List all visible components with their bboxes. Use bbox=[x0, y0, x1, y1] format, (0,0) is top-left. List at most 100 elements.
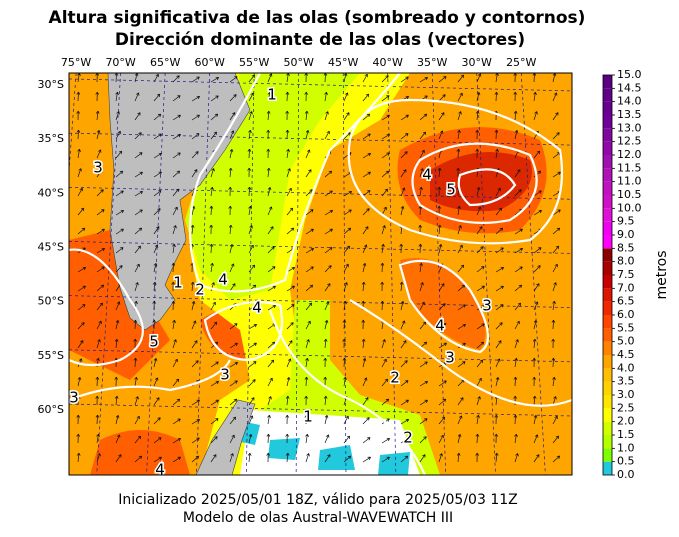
vector bbox=[362, 133, 371, 140]
vector bbox=[457, 205, 461, 216]
vector bbox=[476, 414, 480, 425]
vector bbox=[457, 415, 463, 425]
colorbar-segment bbox=[603, 275, 612, 289]
lat-tick-label: 45°S bbox=[38, 240, 64, 253]
vector bbox=[381, 243, 385, 254]
vector bbox=[191, 437, 200, 444]
vector bbox=[381, 437, 390, 444]
colorbar-segment bbox=[603, 208, 612, 222]
vector bbox=[533, 434, 539, 444]
vector bbox=[134, 455, 143, 463]
vector bbox=[362, 397, 369, 406]
vector bbox=[400, 169, 407, 178]
vector bbox=[305, 247, 314, 254]
vector bbox=[343, 209, 352, 216]
vector bbox=[362, 417, 370, 425]
vector bbox=[172, 339, 177, 349]
vector bbox=[153, 152, 162, 159]
vector bbox=[476, 341, 485, 349]
colorbar-tick-label: 13.0 bbox=[617, 121, 642, 134]
vector bbox=[456, 452, 461, 463]
vector bbox=[172, 398, 181, 406]
meridian bbox=[342, 73, 347, 475]
vector bbox=[96, 339, 101, 349]
vector bbox=[152, 338, 157, 349]
meridian bbox=[69, 73, 77, 176]
lat-tick-label: 35°S bbox=[38, 132, 64, 145]
vector bbox=[323, 376, 328, 387]
colorbar-segment bbox=[603, 408, 612, 422]
vector bbox=[419, 301, 425, 311]
lon-tick-label: 55°W bbox=[239, 56, 269, 69]
vector bbox=[95, 395, 100, 406]
meridian bbox=[295, 73, 300, 475]
vector bbox=[267, 246, 275, 254]
vector bbox=[495, 187, 501, 197]
vector bbox=[552, 263, 558, 273]
vector bbox=[475, 110, 480, 121]
lat-tick-label: 50°S bbox=[38, 295, 64, 308]
vector bbox=[76, 433, 81, 444]
vector bbox=[400, 187, 406, 197]
land bbox=[107, 73, 251, 331]
vector bbox=[172, 95, 181, 102]
vector bbox=[267, 414, 271, 425]
vector bbox=[362, 244, 368, 254]
vector bbox=[153, 456, 162, 463]
vector bbox=[495, 304, 504, 311]
vector bbox=[362, 357, 367, 368]
vector bbox=[305, 209, 314, 216]
vector bbox=[266, 452, 271, 463]
vector bbox=[476, 206, 482, 216]
vector bbox=[286, 148, 290, 159]
map-frame bbox=[68, 72, 573, 476]
vector bbox=[438, 453, 443, 463]
vector bbox=[115, 301, 121, 311]
vector bbox=[248, 304, 257, 311]
vector bbox=[533, 320, 538, 330]
vector bbox=[495, 266, 504, 273]
vector bbox=[419, 399, 428, 406]
vector bbox=[266, 167, 271, 178]
vector bbox=[248, 323, 257, 330]
colorbar-tick-label: 10.0 bbox=[617, 201, 642, 214]
vector bbox=[229, 148, 234, 159]
vector bbox=[115, 247, 124, 254]
vector bbox=[267, 304, 276, 311]
vector bbox=[323, 338, 328, 349]
vector bbox=[552, 435, 560, 444]
vector bbox=[552, 245, 560, 254]
vector bbox=[304, 91, 309, 102]
vector bbox=[285, 452, 290, 463]
vector bbox=[438, 303, 446, 311]
vector bbox=[343, 282, 348, 292]
vector bbox=[419, 131, 427, 140]
vector bbox=[96, 302, 103, 311]
vector bbox=[191, 360, 199, 368]
vector bbox=[475, 452, 480, 463]
vector bbox=[552, 92, 558, 102]
vector bbox=[134, 73, 139, 83]
vector bbox=[399, 281, 404, 292]
vector bbox=[248, 205, 252, 216]
vector bbox=[210, 168, 215, 178]
lon-tick-label: 70°W bbox=[105, 56, 135, 69]
vector bbox=[304, 376, 309, 387]
vector bbox=[210, 321, 218, 330]
vector bbox=[476, 285, 485, 292]
vector bbox=[324, 301, 330, 311]
colorbar-tick-label: 14.5 bbox=[617, 81, 642, 94]
vector bbox=[419, 436, 427, 444]
vector bbox=[96, 228, 105, 235]
contour-label: 5 bbox=[149, 333, 159, 351]
vector bbox=[438, 76, 447, 83]
colorbar-tick-label: 13.5 bbox=[617, 108, 642, 121]
vector bbox=[229, 130, 235, 140]
vector bbox=[381, 225, 386, 235]
contour-label: 2 bbox=[390, 369, 400, 387]
vector bbox=[456, 167, 461, 178]
vector bbox=[228, 224, 233, 235]
vector bbox=[343, 415, 349, 425]
shade bbox=[90, 430, 190, 475]
